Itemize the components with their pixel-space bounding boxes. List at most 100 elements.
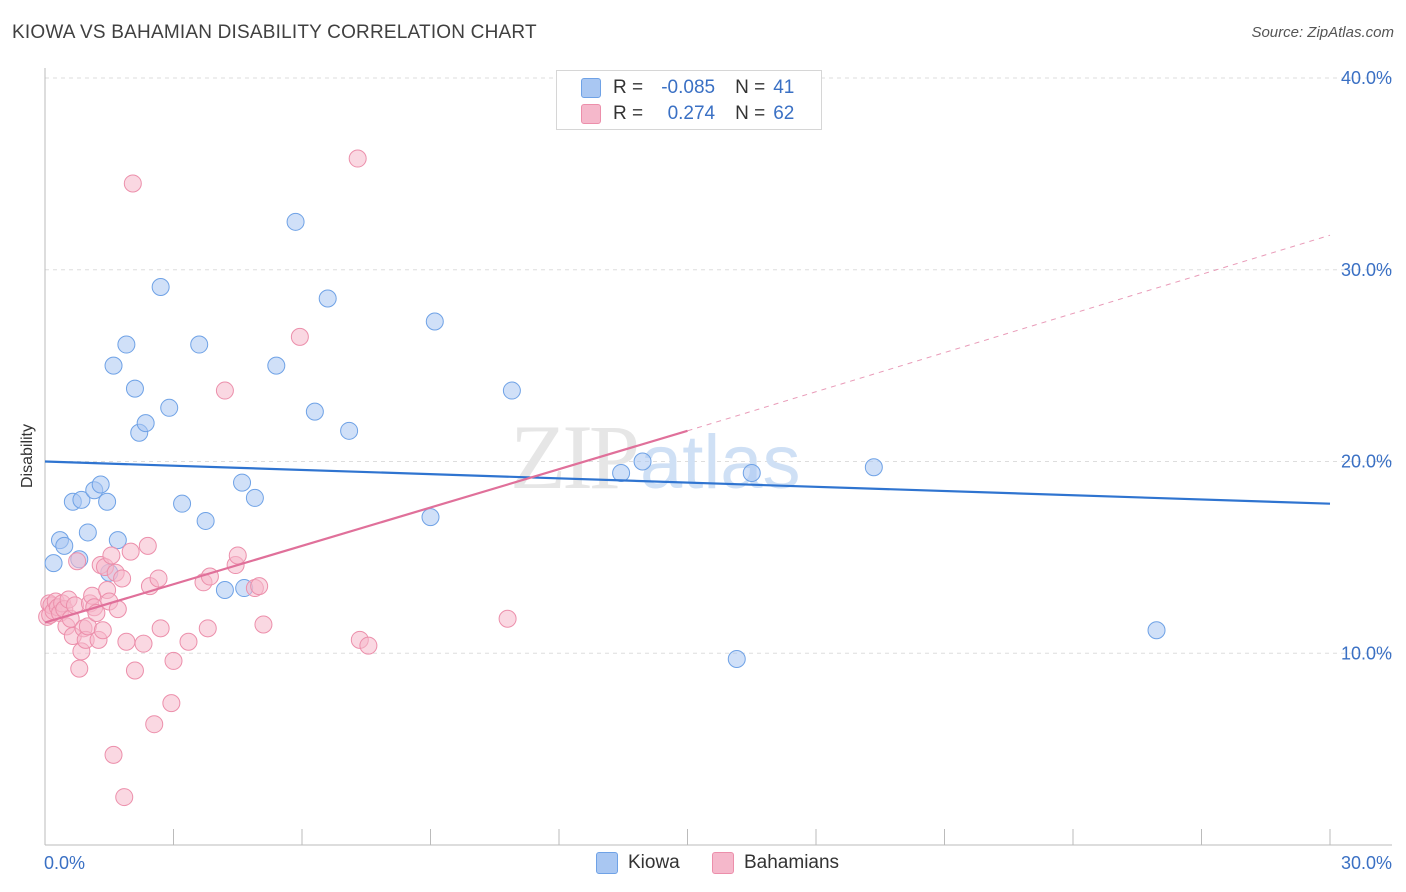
bahamians-point <box>179 632 198 651</box>
kiowa-point <box>196 511 215 530</box>
bahamians-point <box>121 542 140 561</box>
watermark-atlas: atlas <box>640 420 801 505</box>
bahamians-point <box>151 619 170 638</box>
chart-title: KIOWA VS BAHAMIAN DISABILITY CORRELATION… <box>12 22 537 43</box>
legend-item-bahamians[interactable]: Bahamians <box>712 852 839 874</box>
bahamians-point <box>123 174 142 193</box>
watermark-zip: ZIP <box>510 406 637 508</box>
kiowa-point <box>633 452 652 471</box>
bahamians-point <box>104 745 123 764</box>
kiowa-point <box>55 536 74 555</box>
kiowa-point <box>267 356 286 375</box>
bahamians-point <box>149 569 168 588</box>
kiowa-point <box>502 381 521 400</box>
legend-swatch-kiowa <box>581 78 601 98</box>
n-value: 62 <box>773 103 795 124</box>
kiowa-point <box>742 464 761 483</box>
kiowa-point <box>91 475 110 494</box>
kiowa-point <box>44 554 63 573</box>
r-value: -0.085 <box>661 77 716 98</box>
legend-swatch-kiowa <box>596 852 618 874</box>
r-label: R = <box>613 77 644 98</box>
kiowa-point <box>117 335 136 354</box>
y-tick-label: 30.0% <box>1341 260 1392 280</box>
n-value: 41 <box>773 77 795 98</box>
kiowa-point <box>72 490 91 509</box>
series-legend: Kiowa Bahamians <box>0 852 1406 878</box>
x-tick-label: 0.0% <box>44 853 85 873</box>
n-label: N = <box>735 77 766 98</box>
kiowa-point <box>215 580 234 599</box>
legend-swatch-bahamians <box>712 852 734 874</box>
bahamians-point <box>125 661 144 680</box>
bahamians-point <box>348 149 367 168</box>
legend-swatch-bahamians <box>581 104 601 124</box>
bahamians-point <box>138 536 157 555</box>
bahamians-point <box>117 632 136 651</box>
kiowa-point <box>104 356 123 375</box>
kiowa-point <box>125 379 144 398</box>
source-credit: Source: ZipAtlas.com <box>1251 24 1394 41</box>
bahamians-point <box>102 546 121 565</box>
bahamians-trend-extension <box>687 234 1331 432</box>
kiowa-point <box>108 531 127 550</box>
kiowa-point <box>190 335 209 354</box>
kiowa-trend-line <box>44 460 1331 505</box>
kiowa-point <box>78 523 97 542</box>
kiowa-point <box>136 414 155 433</box>
r-value: 0.274 <box>667 103 716 124</box>
legend-row-kiowa: R = -0.085 N = 41 <box>581 76 794 100</box>
legend-label-kiowa: Kiowa <box>628 852 680 873</box>
kiowa-point <box>612 464 631 483</box>
trend-lines <box>44 234 1331 624</box>
kiowa-point <box>1147 621 1166 640</box>
bahamians-point <box>113 569 132 588</box>
grid-lines <box>45 77 1392 654</box>
bahamians-point <box>359 636 378 655</box>
bahamians-point <box>228 546 247 565</box>
x-tick-label: 30.0% <box>1341 853 1392 873</box>
bahamians-point <box>68 552 87 571</box>
kiowa-point <box>864 458 883 477</box>
kiowa-point <box>160 398 179 417</box>
kiowa-point <box>245 488 264 507</box>
bahamians-point <box>215 381 234 400</box>
axes <box>44 68 1392 846</box>
y-tick-label: 40.0% <box>1341 68 1392 88</box>
bahamians-point <box>254 615 273 634</box>
watermark: ZIP atlas <box>510 406 801 508</box>
bahamians-trend-line <box>44 429 688 624</box>
kiowa-point <box>340 421 359 440</box>
legend-label-bahamians: Bahamians <box>744 852 840 873</box>
legend-row-bahamians: R = 0.274 N = 62 <box>581 102 794 126</box>
bahamians-point <box>250 577 269 596</box>
bahamians-point <box>290 327 309 346</box>
y-tick-label: 20.0% <box>1341 452 1392 472</box>
bahamians-point <box>134 634 153 653</box>
kiowa-point <box>305 402 324 421</box>
bahamians-point <box>70 659 89 678</box>
kiowa-point <box>98 492 117 511</box>
bahamians-point <box>162 694 181 713</box>
y-tick-label: 10.0% <box>1341 643 1392 663</box>
data-points <box>38 149 1166 807</box>
r-label: R = <box>613 103 644 124</box>
kiowa-point <box>151 278 170 297</box>
tick-labels: 10.0% 20.0% 30.0% 40.0% 0.0% 30.0% <box>44 68 1392 873</box>
kiowa-point <box>425 312 444 331</box>
kiowa-point <box>727 650 746 669</box>
bahamians-point <box>115 788 134 807</box>
bahamians-point <box>198 619 217 638</box>
kiowa-point <box>421 508 440 527</box>
bahamians-point <box>498 609 517 628</box>
bahamians-point <box>93 621 112 640</box>
kiowa-point <box>233 473 252 492</box>
legend-item-kiowa[interactable]: Kiowa <box>596 852 680 874</box>
bahamians-point <box>145 715 164 734</box>
kiowa-point <box>318 289 337 308</box>
kiowa-point <box>173 494 192 513</box>
kiowa-point <box>286 212 305 231</box>
n-label: N = <box>735 103 766 124</box>
bahamians-point <box>164 651 183 670</box>
